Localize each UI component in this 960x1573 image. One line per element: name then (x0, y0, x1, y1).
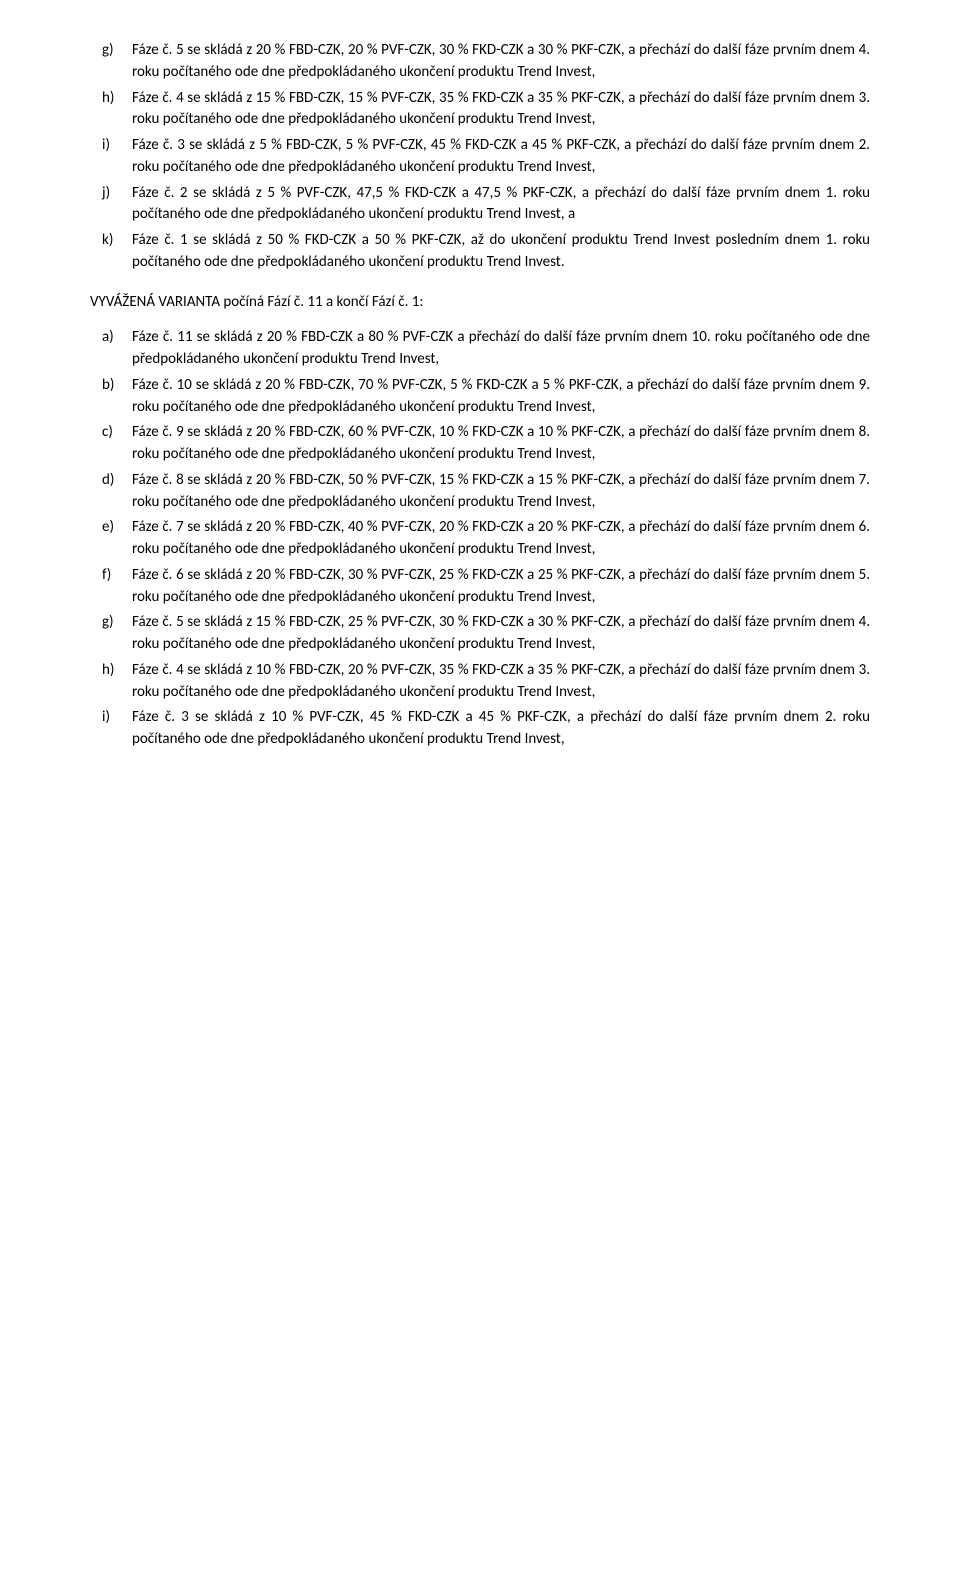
list-item-text: Fáze č. 10 se skládá z 20 % FBD-CZK, 70 … (132, 376, 870, 416)
list-marker: j) (102, 183, 110, 205)
list-marker: c) (102, 422, 113, 444)
list-marker: k) (102, 230, 113, 252)
list-item-text: Fáze č. 8 se skládá z 20 % FBD-CZK, 50 %… (132, 471, 870, 511)
list-marker: g) (102, 612, 114, 634)
phase-list-item: d) Fáze č. 8 se skládá z 20 % FBD-CZK, 50… (90, 470, 870, 514)
list-item-text: Fáze č. 4 se skládá z 15 % FBD-CZK, 15 %… (132, 89, 870, 129)
phase-list-item: c) Fáze č. 9 se skládá z 20 % FBD-CZK, 60… (90, 422, 870, 466)
list-marker: a) (102, 327, 114, 349)
phase-list-item: f) Fáze č. 6 se skládá z 20 % FBD-CZK, 30… (90, 565, 870, 609)
phase-list-item: i) Fáze č. 3 se skládá z 10 % PVF-CZK, 45… (90, 707, 870, 751)
list-item-text: Fáze č. 2 se skládá z 5 % PVF-CZK, 47,5 … (132, 184, 870, 224)
list-marker: d) (102, 470, 114, 492)
list-marker: i) (102, 707, 110, 729)
list-item-text: Fáze č. 5 se skládá z 20 % FBD-CZK, 20 %… (132, 41, 870, 81)
list-marker: g) (102, 40, 114, 62)
phase-list-item: e) Fáze č. 7 se skládá z 20 % FBD-CZK, 40… (90, 517, 870, 561)
list-item-text: Fáze č. 9 se skládá z 20 % FBD-CZK, 60 %… (132, 423, 870, 463)
list-marker: e) (102, 517, 114, 539)
phase-list-item: g) Fáze č. 5 se skládá z 15 % FBD-CZK, 25… (90, 612, 870, 656)
list-marker: i) (102, 135, 110, 157)
list-item-text: Fáze č. 6 se skládá z 20 % FBD-CZK, 30 %… (132, 566, 870, 606)
list-item-text: Fáze č. 7 se skládá z 20 % FBD-CZK, 40 %… (132, 518, 870, 558)
phase-list-item: h) Fáze č. 4 se skládá z 10 % FBD-CZK, 20… (90, 660, 870, 704)
phase-list-item: b) Fáze č. 10 se skládá z 20 % FBD-CZK, 7… (90, 375, 870, 419)
list-item-text: Fáze č. 4 se skládá z 10 % FBD-CZK, 20 %… (132, 661, 870, 701)
phase-list-second: a) Fáze č. 11 se skládá z 20 % FBD-CZK a … (90, 327, 870, 751)
phase-list-item: g) Fáze č. 5 se skládá z 20 % FBD-CZK, 20… (90, 40, 870, 84)
list-marker: f) (102, 565, 111, 587)
list-marker: b) (102, 375, 114, 397)
variant-heading: VYVÁŽENÁ VARIANTA počíná Fází č. 11 a ko… (90, 292, 870, 314)
list-item-text: Fáze č. 3 se skládá z 10 % PVF-CZK, 45 %… (132, 708, 870, 748)
list-item-text: Fáze č. 1 se skládá z 50 % FKD-CZK a 50 … (132, 231, 870, 271)
list-item-text: Fáze č. 3 se skládá z 5 % FBD-CZK, 5 % P… (132, 136, 870, 176)
phase-list-first: g) Fáze č. 5 se skládá z 20 % FBD-CZK, 20… (90, 40, 870, 274)
phase-list-item: h) Fáze č. 4 se skládá z 15 % FBD-CZK, 15… (90, 88, 870, 132)
list-item-text: Fáze č. 11 se skládá z 20 % FBD-CZK a 80… (132, 328, 870, 368)
list-item-text: Fáze č. 5 se skládá z 15 % FBD-CZK, 25 %… (132, 613, 870, 653)
list-marker: h) (102, 660, 114, 682)
phase-list-item: i) Fáze č. 3 se skládá z 5 % FBD-CZK, 5 %… (90, 135, 870, 179)
list-marker: h) (102, 88, 114, 110)
phase-list-item: j) Fáze č. 2 se skládá z 5 % PVF-CZK, 47,… (90, 183, 870, 227)
phase-list-item: a) Fáze č. 11 se skládá z 20 % FBD-CZK a … (90, 327, 870, 371)
phase-list-item: k) Fáze č. 1 se skládá z 50 % FKD-CZK a 5… (90, 230, 870, 274)
